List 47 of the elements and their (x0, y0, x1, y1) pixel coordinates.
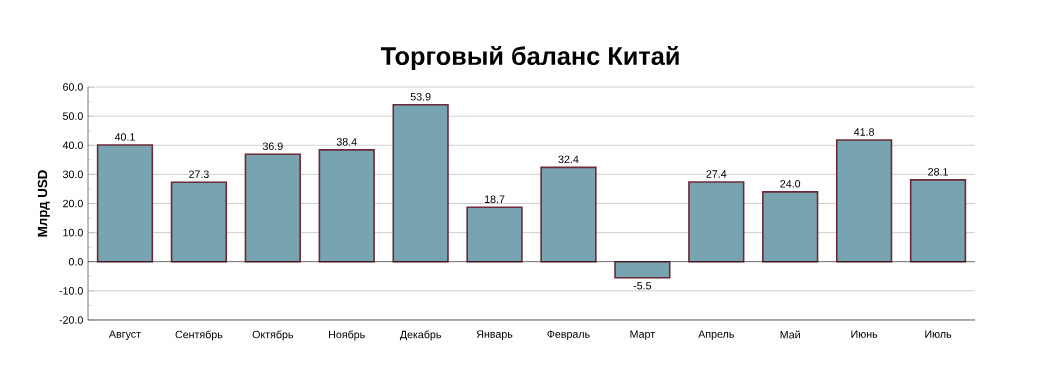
x-tick-label: Август (108, 330, 141, 340)
bar (244, 153, 301, 263)
x-tick-label: Октябрь (252, 330, 294, 341)
y-tick-label: 30.0 (62, 170, 83, 179)
data-label: 18.7 (484, 195, 505, 204)
data-label: 40.1 (114, 133, 135, 141)
bar (392, 103, 449, 263)
bar (835, 139, 893, 263)
chart-title: Торговый баланс Китай (380, 45, 679, 71)
y-axis-title: Млрд USD (37, 170, 50, 237)
data-label: 41.8 (853, 128, 875, 136)
data-label: 24.0 (780, 180, 801, 188)
bar (688, 181, 745, 263)
bar (170, 181, 228, 263)
x-tick-label: Март (630, 330, 655, 340)
data-label: 53.9 (410, 92, 431, 101)
bar (318, 149, 375, 263)
x-tick-label: Ноябрь (329, 330, 365, 341)
y-tick-label: 40.0 (62, 141, 83, 150)
data-label: 27.4 (706, 170, 727, 178)
data-label: 27.3 (189, 170, 209, 178)
x-tick-label: Декабрь (399, 330, 441, 341)
x-tick-label: Май (780, 330, 800, 339)
bar (762, 191, 819, 263)
bar (540, 166, 597, 263)
bar (466, 206, 523, 263)
y-tick-label: 10.0 (63, 228, 83, 237)
y-tick-label: 60.0 (63, 83, 83, 91)
data-label: 36.9 (262, 142, 283, 151)
bar (96, 144, 154, 263)
y-tick-label: 50.0 (62, 112, 83, 120)
data-label: 32.4 (558, 155, 579, 164)
data-label: -5.5 (633, 282, 652, 290)
y-tick-label: 20.0 (63, 199, 83, 208)
data-label: 28.1 (928, 168, 948, 176)
y-tick-label: -10.0 (59, 287, 83, 295)
y-tick-label: 0.0 (68, 257, 83, 266)
x-tick-label: Сентябрь (175, 330, 223, 341)
x-tick-label: Апрель (698, 330, 734, 340)
bar (909, 179, 967, 263)
data-label: 38.4 (336, 138, 357, 146)
x-tick-label: Июль (925, 330, 952, 338)
x-tick-label: Январь (476, 330, 513, 340)
bar (614, 260, 671, 279)
x-tick-label: Июнь (851, 330, 878, 338)
y-tick-label: -20.0 (59, 316, 83, 324)
x-tick-label: Февраль (547, 330, 590, 340)
